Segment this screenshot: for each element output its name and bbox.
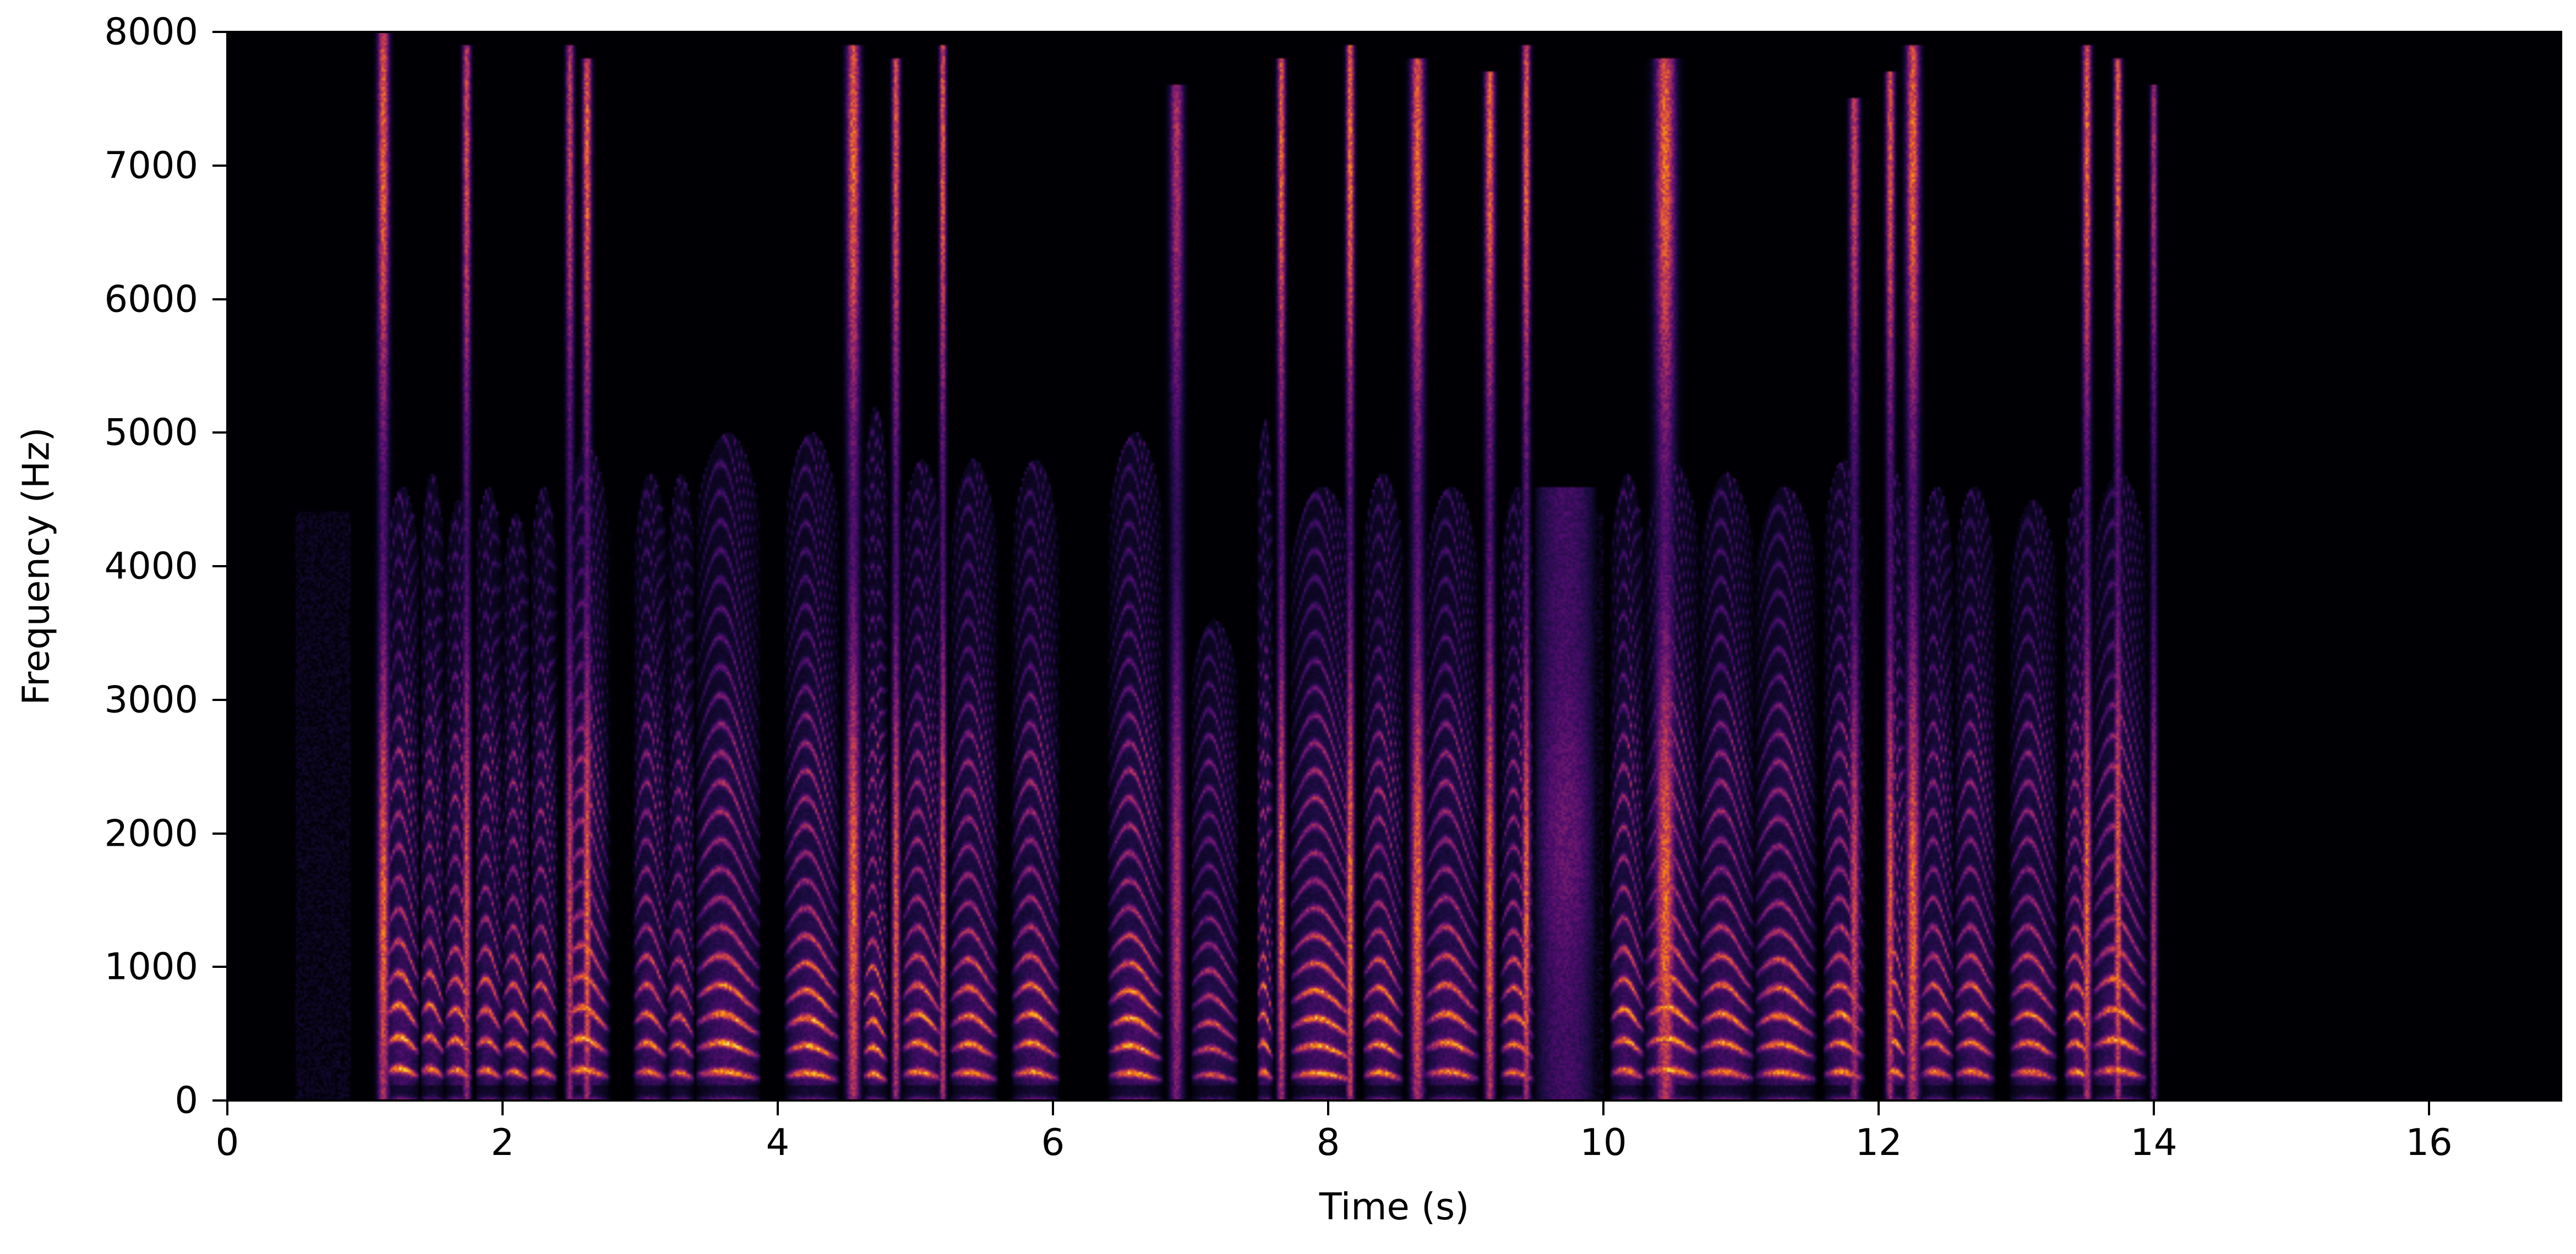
spectrogram-image	[227, 32, 2561, 1100]
x-axis-label: Time (s)	[1319, 1185, 1470, 1228]
x-tick-mark	[2428, 1100, 2430, 1115]
spectrogram-plot-area	[227, 32, 2561, 1100]
x-tick-label: 0	[215, 1121, 239, 1164]
y-tick-mark	[212, 565, 227, 567]
x-tick-mark	[226, 1100, 228, 1115]
x-tick-mark	[1052, 1100, 1054, 1115]
x-tick-mark	[1602, 1100, 1604, 1115]
y-tick-mark	[212, 966, 227, 968]
y-tick-mark	[212, 431, 227, 434]
x-tick-mark	[2153, 1100, 2155, 1115]
y-tick-mark	[212, 698, 227, 701]
y-tick-mark	[212, 832, 227, 835]
y-tick-label: 5000	[104, 410, 198, 454]
y-axis-label: Frequency (Hz)	[14, 427, 58, 705]
y-tick-label: 3000	[104, 678, 198, 721]
x-tick-label: 16	[2405, 1121, 2453, 1164]
x-tick-mark	[1878, 1100, 1880, 1115]
y-tick-label: 4000	[104, 544, 198, 588]
y-tick-label: 6000	[104, 277, 198, 320]
x-tick-mark	[501, 1100, 504, 1115]
x-tick-label: 6	[1041, 1121, 1065, 1164]
y-tick-label: 7000	[104, 144, 198, 187]
y-tick-label: 8000	[104, 10, 198, 53]
y-tick-mark	[212, 298, 227, 300]
y-tick-label: 0	[174, 1078, 198, 1122]
y-tick-label: 2000	[104, 812, 198, 855]
x-tick-mark	[1327, 1100, 1329, 1115]
x-tick-label: 10	[1580, 1121, 1627, 1164]
y-tick-label: 1000	[104, 945, 198, 988]
x-tick-label: 14	[2130, 1121, 2177, 1164]
x-tick-mark	[777, 1100, 779, 1115]
y-tick-mark	[212, 164, 227, 167]
x-tick-label: 8	[1316, 1121, 1340, 1164]
x-tick-label: 12	[1855, 1121, 1902, 1164]
x-tick-label: 4	[766, 1121, 790, 1164]
x-tick-label: 2	[490, 1121, 515, 1164]
y-tick-mark	[212, 1099, 227, 1102]
y-tick-mark	[212, 31, 227, 33]
